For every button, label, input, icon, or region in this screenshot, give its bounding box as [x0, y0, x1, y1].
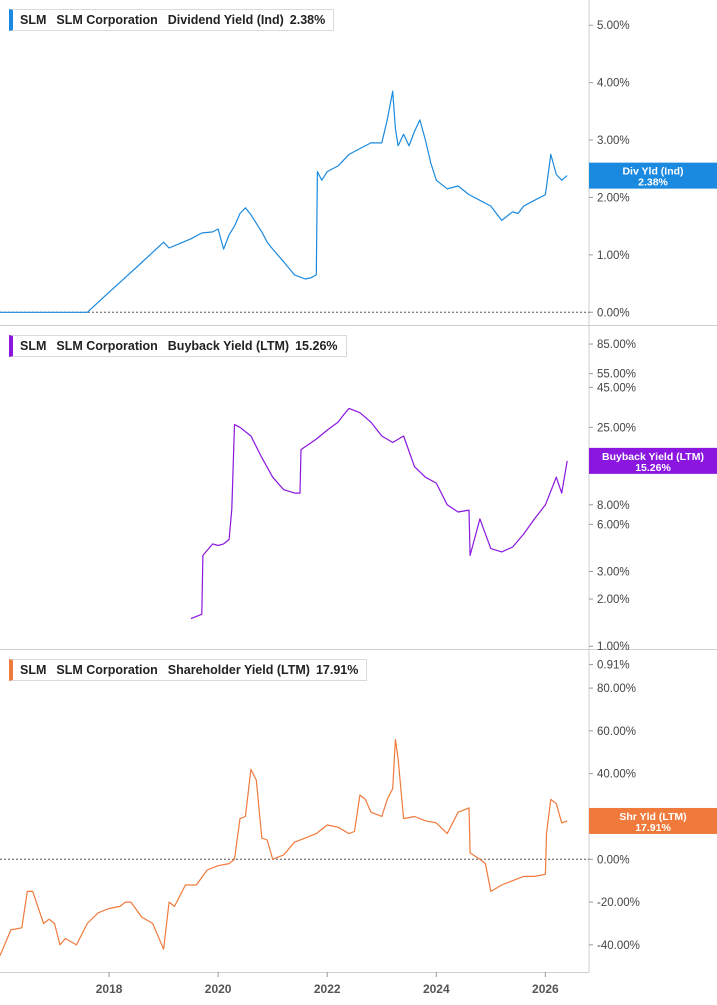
legend-company: SLM Corporation — [56, 13, 158, 27]
y-tick-label: 1.00% — [597, 641, 630, 653]
legend-value: 17.91% — [315, 663, 359, 677]
y-tick-label: -40.00% — [597, 940, 640, 952]
legend-value: 2.38% — [289, 13, 326, 27]
legend-shareholder-yield: SLM SLM Corporation Shareholder Yield (L… — [9, 659, 368, 681]
value-tag-label: Div Yld (Ind) — [622, 166, 683, 178]
value-tag-label: Shr Yld (LTM) — [619, 811, 686, 823]
y-tick-label: 5.00% — [597, 20, 630, 32]
legend-ticker: SLM — [20, 339, 47, 353]
legend-company: SLM Corporation — [56, 663, 158, 677]
y-tick-label: 1.00% — [597, 250, 630, 262]
x-tick-label: 2024 — [423, 982, 450, 996]
legend-metric: Buyback Yield (LTM) — [167, 339, 290, 353]
y-tick-label: 55.00% — [597, 369, 636, 381]
y-tick-label: 0.91% — [597, 660, 630, 672]
series-line — [0, 738, 568, 956]
y-tick-label: 0.00% — [597, 307, 630, 319]
legend-value: 15.26% — [295, 339, 338, 353]
y-tick-label: 3.00% — [597, 567, 630, 579]
x-tick-label: 2020 — [205, 982, 232, 996]
y-tick-label: 0.00% — [597, 854, 630, 866]
legend-ticker: SLM — [20, 663, 47, 677]
x-tick-label: 2026 — [532, 982, 559, 996]
value-tag-value: 15.26% — [635, 462, 671, 474]
y-tick-label: -20.00% — [597, 897, 640, 909]
y-tick-label: 2.00% — [597, 594, 630, 606]
legend-metric: Dividend Yield (Ind) — [167, 13, 284, 27]
x-tick-label: 2022 — [314, 982, 341, 996]
y-tick-label: 80.00% — [597, 683, 636, 695]
y-tick-label: 85.00% — [597, 339, 636, 351]
value-tag — [589, 447, 717, 474]
legend-company: SLM Corporation — [56, 339, 158, 353]
y-tick-label: 25.00% — [597, 422, 636, 434]
y-tick-label: 40.00% — [597, 769, 636, 781]
legend-buyback-yield: SLM SLM Corporation Buyback Yield (LTM) … — [9, 335, 347, 357]
y-tick-label: 60.00% — [597, 726, 636, 738]
y-tick-label: 2.00% — [597, 192, 630, 204]
y-tick-label: 3.00% — [597, 135, 630, 147]
y-tick-label: 45.00% — [597, 382, 636, 394]
y-tick-label: 6.00% — [597, 519, 630, 531]
series-line — [190, 407, 568, 620]
y-tick-label: 8.00% — [597, 500, 630, 512]
y-tick-label: 4.00% — [597, 78, 630, 90]
value-tag — [589, 807, 717, 834]
legend-ticker: SLM — [20, 13, 47, 27]
legend-metric: Shareholder Yield (LTM) — [167, 663, 310, 677]
legend-dividend-yield: SLM SLM Corporation Dividend Yield (Ind)… — [9, 9, 335, 31]
value-tag-label: Buyback Yield (LTM) — [602, 451, 704, 463]
value-tag-value: 17.91% — [635, 822, 671, 834]
series-line — [0, 90, 568, 313]
x-tick-label: 2018 — [96, 982, 123, 996]
value-tag-value: 2.38% — [638, 177, 668, 189]
value-tag — [589, 162, 717, 189]
